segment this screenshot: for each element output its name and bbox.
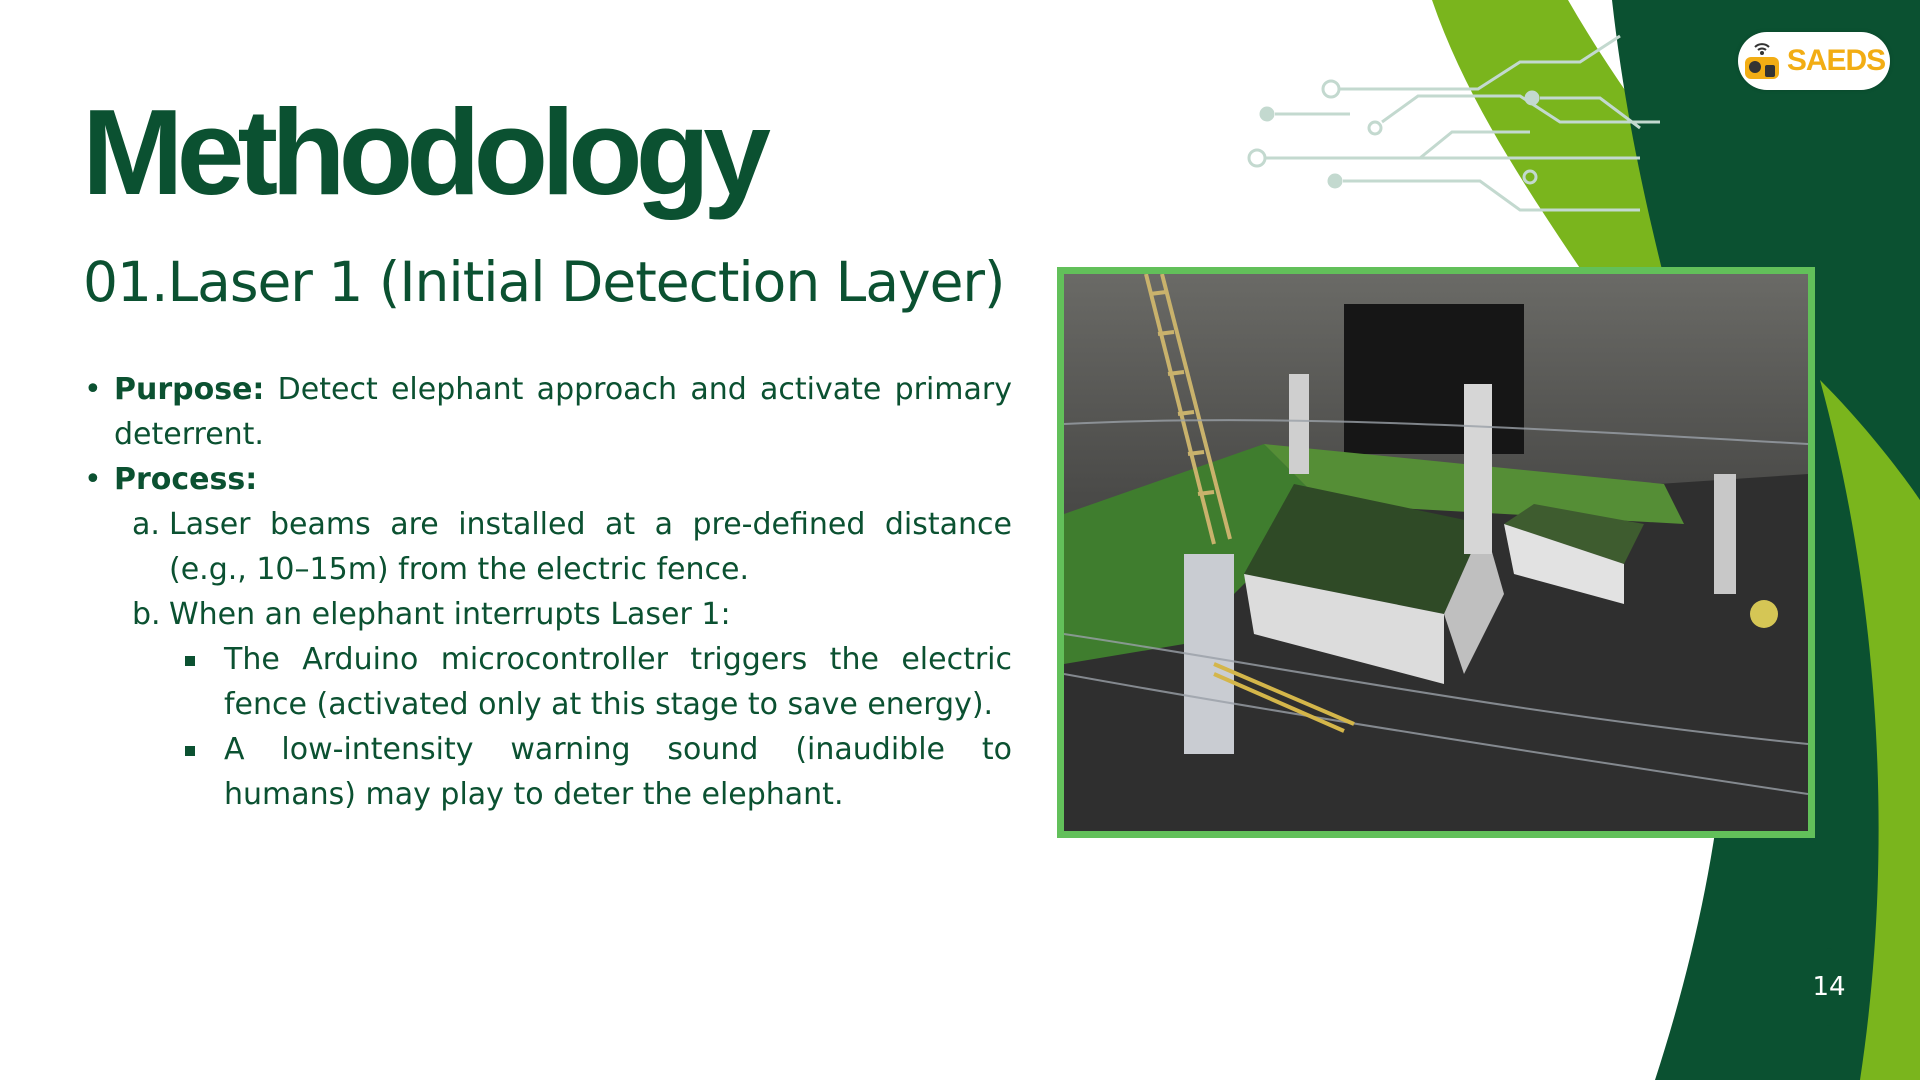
step-b-text: When an elephant interrupts Laser 1: [169,597,731,632]
process-step-a: a. Laser beams are installed at a pre-de… [84,502,1012,592]
elephant-fence-model-photo [1064,274,1808,831]
purpose-text: Detect elephant approach and activate pr… [114,372,1012,452]
lime-accent [1820,380,1920,1080]
sub-item-arduino-text: The Arduino microcontroller triggers the… [224,642,1012,722]
square-bullet [185,656,195,666]
bullet-marker: • [84,372,102,407]
step-marker-b: b. [132,597,161,632]
elephant-wifi-icon [1744,43,1779,79]
methodology-content: • Purpose: Detect elephant approach and … [84,367,1012,817]
sub-item-warning-sound: A low-intensity warning sound (inaudible… [84,727,1012,817]
square-bullet [185,746,195,756]
section-heading: 01.Laser 1 (Initial Detection Layer) [83,250,1005,314]
process-item: • Process: [84,457,1012,502]
purpose-label: Purpose: [114,372,265,407]
purpose-item: • Purpose: Detect elephant approach and … [84,367,1012,457]
logo-text: SAEDS [1786,44,1886,77]
bullet-marker: • [84,462,102,497]
model-photo [1057,267,1815,838]
step-a-text: Laser beams are installed at a pre-defin… [169,507,1012,587]
process-step-b: b. When an elephant interrupts Laser 1: [84,592,1012,637]
sub-item-warning-text: A low-intensity warning sound (inaudible… [224,732,1012,812]
process-label: Process: [114,462,258,497]
saeds-logo: SAEDS [1738,32,1890,90]
slide-title: Methodology [82,84,771,220]
page-number: 14 [1812,972,1846,1002]
sub-item-arduino: The Arduino microcontroller triggers the… [84,637,1012,727]
step-marker-a: a. [132,507,160,542]
circuit-lines [1247,34,1660,212]
